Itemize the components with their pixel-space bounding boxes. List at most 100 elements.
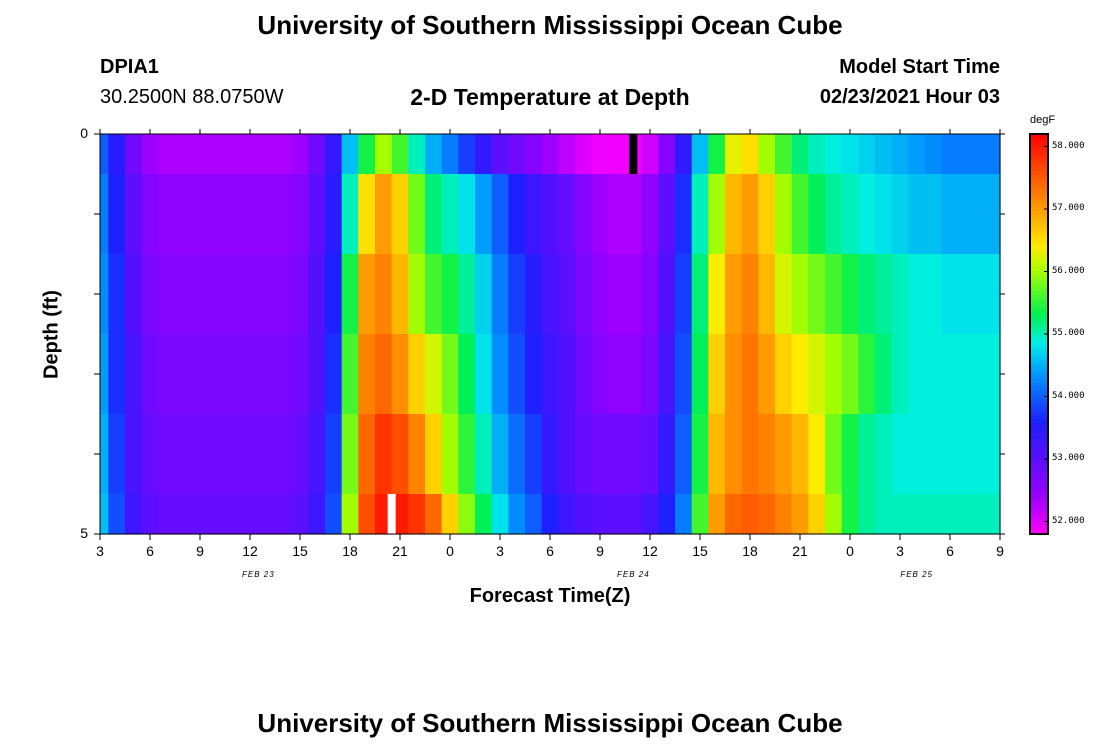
heatmap-cell xyxy=(808,334,826,415)
heatmap-cell xyxy=(100,334,109,415)
heatmap-cell xyxy=(675,174,693,255)
colorbar-segment xyxy=(1030,142,1048,147)
colorbar-segment xyxy=(1030,238,1048,243)
heatmap-cell xyxy=(625,494,643,535)
heatmap-cell xyxy=(958,494,976,535)
heatmap-cell xyxy=(341,174,359,255)
heatmap-cell xyxy=(658,134,676,175)
heatmap-cell xyxy=(458,174,476,255)
heatmap-cell xyxy=(375,254,393,335)
heatmap-cell xyxy=(725,414,743,495)
heatmap-cell xyxy=(725,134,743,175)
heatmap-cell xyxy=(275,414,293,495)
heatmap-cell xyxy=(525,134,543,175)
colorbar-segment xyxy=(1030,390,1048,395)
heatmap-cell xyxy=(191,254,209,335)
heatmap-cell xyxy=(991,174,1001,255)
heatmap-cell xyxy=(258,494,276,535)
heatmap-cell xyxy=(675,494,693,535)
heatmap-cell xyxy=(975,254,993,335)
heatmap-cell xyxy=(391,334,409,415)
heatmap-cell xyxy=(541,174,559,255)
heatmap-cell xyxy=(825,174,843,255)
heatmap-cell xyxy=(858,414,876,495)
colorbar-segment xyxy=(1030,266,1048,271)
x-tick-label: 9 xyxy=(596,543,604,559)
colorbar-units: degF xyxy=(1030,114,1056,126)
colorbar-segment xyxy=(1030,458,1048,463)
colorbar-segment xyxy=(1030,510,1048,515)
heatmap-cell xyxy=(625,174,643,255)
heatmap-cell xyxy=(491,494,509,535)
heatmap-cell xyxy=(775,254,793,335)
heatmap-cell xyxy=(958,414,976,495)
heatmap-cell xyxy=(808,414,826,495)
colorbar-segment xyxy=(1030,474,1048,479)
heatmap-cell xyxy=(875,494,893,535)
heatmap-cell xyxy=(841,174,859,255)
y-tick-label: 5 xyxy=(80,525,88,541)
heatmap-cell xyxy=(691,134,709,175)
heatmap-cell xyxy=(275,334,293,415)
heatmap-cell xyxy=(325,174,343,255)
colorbar-tick-label: 58.000 xyxy=(1052,140,1085,151)
heatmap-cell xyxy=(125,254,143,335)
colorbar-tick-label: 53.000 xyxy=(1052,453,1085,463)
heatmap-cell xyxy=(241,494,259,535)
heatmap-cell xyxy=(891,174,909,255)
colorbar-segment xyxy=(1030,178,1048,183)
heatmap-cell xyxy=(141,414,159,495)
heatmap-cell xyxy=(841,494,859,535)
heatmap-cell xyxy=(508,254,526,335)
heatmap-cell xyxy=(675,134,693,175)
heatmap-cell xyxy=(691,254,709,335)
x-tick-label: 3 xyxy=(496,543,504,559)
colorbar-segment xyxy=(1030,146,1048,151)
heatmap-cell xyxy=(591,494,609,535)
colorbar-segment xyxy=(1030,358,1048,363)
heatmap-cell xyxy=(325,494,343,535)
heatmap-cell xyxy=(141,174,159,255)
x-tick-label: 15 xyxy=(292,543,308,559)
heatmap-cell xyxy=(608,134,626,175)
heatmap-cell xyxy=(208,254,226,335)
heatmap-cell xyxy=(308,334,326,415)
heatmap-cell xyxy=(258,254,276,335)
colorbar-segment xyxy=(1030,434,1048,439)
heatmap-cell xyxy=(275,494,293,535)
day-label: FEB 24 xyxy=(616,570,650,579)
heatmap-cell xyxy=(341,334,359,415)
heatmap-cell xyxy=(708,494,726,535)
colorbar-segment xyxy=(1030,490,1048,495)
colorbar-segment xyxy=(1030,230,1048,235)
heatmap-cell xyxy=(858,334,876,415)
heatmap-cell xyxy=(291,174,309,255)
heatmap-cell xyxy=(875,254,893,335)
heatmap-cell xyxy=(191,134,209,175)
heatmap-cell xyxy=(791,334,809,415)
heatmap-cell xyxy=(925,134,943,175)
heatmap-cell xyxy=(641,334,659,415)
heatmap-cell xyxy=(491,254,509,335)
heatmap-cell xyxy=(808,134,826,175)
heatmap-cell xyxy=(775,334,793,415)
heatmap-cell xyxy=(808,494,826,535)
colorbar-segment xyxy=(1030,150,1048,155)
heatmap-cell xyxy=(308,254,326,335)
colorbar-segment xyxy=(1030,262,1048,267)
colorbar-segment xyxy=(1030,154,1048,159)
heatmap-cell xyxy=(891,334,909,415)
heatmap-cell xyxy=(358,134,376,175)
heatmap-cell xyxy=(100,414,109,495)
colorbar-segment xyxy=(1030,370,1048,375)
heatmap-cell xyxy=(108,494,126,535)
colorbar-segment xyxy=(1030,394,1048,399)
heatmap-cell xyxy=(108,134,126,175)
x-tick-label: 21 xyxy=(392,543,408,559)
x-tick-label: 6 xyxy=(946,543,954,559)
colorbar-segment xyxy=(1030,442,1048,447)
heatmap-cell xyxy=(825,334,843,415)
heatmap-cell xyxy=(558,334,576,415)
heatmap-cell xyxy=(958,134,976,175)
heatmap-cell xyxy=(508,334,526,415)
